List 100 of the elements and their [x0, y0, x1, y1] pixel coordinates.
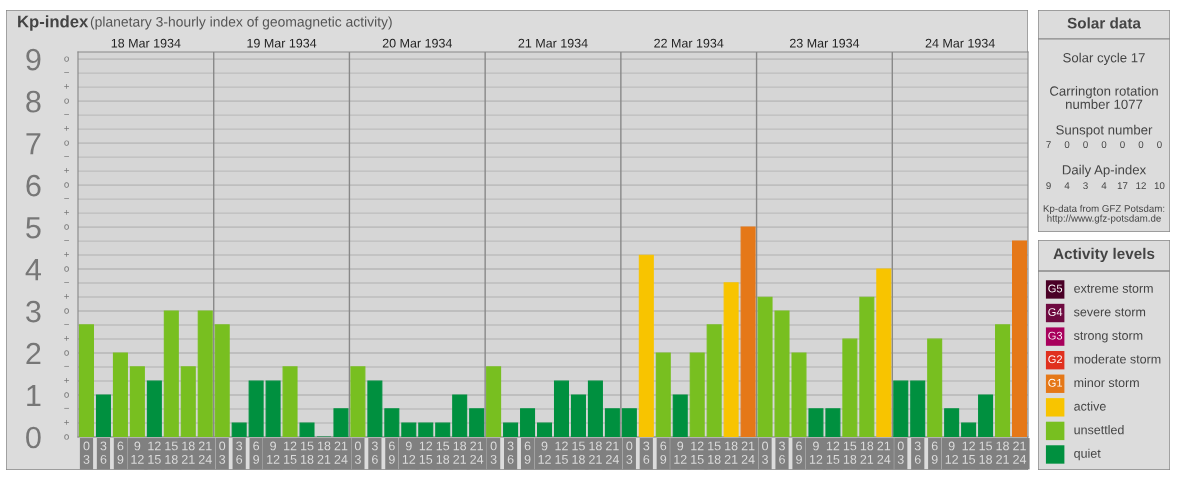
text: G4 [1048, 308, 1063, 317]
text: + [64, 335, 69, 341]
x-tick-label: 6 9 [931, 441, 938, 464]
text: 19 Mar 1934 [247, 38, 317, 48]
y-tick-label: 8 [26, 90, 41, 113]
x-tick-label: 18 21 [317, 441, 331, 464]
x-tick-label: 3 6 [914, 441, 921, 464]
x-tick-label: 3 6 [779, 441, 785, 464]
x-tick-label: 3 6 [100, 441, 107, 464]
text: − [64, 323, 69, 325]
x-tick-label: 21 24 [606, 441, 619, 464]
text: Sunspot number [1056, 124, 1153, 138]
x-tick-label: 6 9 [388, 441, 395, 464]
x-tick-label: 15 18 [979, 441, 993, 464]
x-tick-label: 12 15 [826, 441, 840, 464]
y-tick-label: 3 [26, 300, 41, 323]
text: o [64, 98, 69, 104]
x-tick-label: 0 3 [626, 441, 633, 464]
x-tick-label: 6 9 [796, 441, 802, 464]
y-tick-label: 5 [26, 217, 41, 239]
text: + [64, 209, 69, 215]
text: − [64, 407, 69, 409]
y-tick-label: 4 [25, 259, 41, 281]
x-tick-label: 9 12 [402, 441, 416, 464]
x-tick-label: 3 6 [643, 441, 650, 464]
text: o [64, 308, 69, 314]
x-tick-label: 12 15 [419, 441, 433, 464]
text: o [64, 266, 69, 272]
text: Daily Ap-index [1062, 164, 1147, 178]
text: G5 [1048, 284, 1063, 293]
legend-label: minor storm [1074, 377, 1139, 388]
text: + [64, 126, 69, 131]
x-tick-label: 0 3 [354, 441, 361, 464]
text: 21 Mar 1934 [518, 38, 588, 48]
text: + [64, 293, 69, 299]
text: − [64, 281, 69, 283]
text: 9 4 3 4 17 12 10 [1046, 182, 1165, 190]
x-tick-label: 18 21 [724, 441, 738, 464]
x-tick-label: 9 12 [945, 441, 958, 464]
text: + [64, 419, 69, 425]
text: o [64, 434, 69, 440]
x-tick-label: 12 15 [555, 441, 568, 464]
x-tick-label: 6 9 [117, 441, 124, 464]
text: + [64, 168, 69, 173]
text: 24 Mar 1934 [925, 38, 995, 48]
text: − [64, 114, 69, 115]
legend-label: unsettled [1074, 425, 1124, 435]
text: G3 [1048, 331, 1063, 340]
x-tick-label: 15 18 [301, 441, 314, 464]
chart-subtitle: (planetary 3-hourly index of geomagnetic activity) [90, 16, 392, 30]
x-tick-label: 15 18 [572, 441, 585, 464]
chart-title: Kp-index [18, 15, 89, 31]
text: − [64, 198, 69, 199]
text: + [64, 84, 69, 89]
text: o [64, 392, 69, 398]
x-tick-label: 12 15 [962, 441, 976, 464]
x-tick-label: 21 24 [470, 441, 484, 464]
legend-label: active [1074, 401, 1106, 411]
x-tick-label: 15 18 [708, 441, 721, 464]
text: o [64, 56, 69, 62]
x-tick-label: 12 15 [691, 441, 704, 464]
y-tick-label: 0 [26, 426, 41, 449]
legend-label: strong storm [1073, 331, 1143, 343]
x-tick-label: 3 6 [236, 441, 243, 464]
text: Kp-data from GFZ Potsdam: http://www.gfz-potsdam.de [1043, 204, 1165, 224]
x-tick-label: 21 24 [741, 441, 755, 464]
y-tick-label: 6 [26, 174, 41, 197]
text: o [64, 350, 69, 356]
text: 7 0 0 0 0 0 0 [1046, 141, 1162, 149]
x-tick-label: 15 18 [436, 441, 450, 464]
x-tick-label: 21 24 [334, 441, 348, 464]
text: − [64, 365, 69, 367]
x-tick-label: 9 12 [809, 441, 823, 464]
text: − [64, 240, 69, 241]
text: Solar cycle 17 [1063, 52, 1145, 65]
text: G2 [1048, 355, 1063, 364]
text: Solar data [1067, 17, 1142, 29]
x-tick-label: 6 9 [660, 441, 667, 464]
x-tick-label: 12 15 [148, 441, 161, 464]
text: − [64, 72, 69, 73]
legend-label: extreme storm [1074, 284, 1153, 293]
legend-label: moderate storm [1074, 354, 1161, 364]
y-tick-label: 1 [27, 385, 41, 407]
x-tick-label: 18 21 [453, 441, 467, 464]
x-tick-label: 3 6 [507, 441, 514, 464]
x-tick-label: 6 9 [253, 441, 260, 464]
text: o [64, 140, 69, 146]
text: o [64, 182, 69, 188]
x-tick-label: 21 24 [1013, 441, 1027, 464]
x-tick-label: 9 12 [131, 441, 144, 464]
text: 22 Mar 1934 [654, 38, 724, 48]
x-tick-label: 0 3 [490, 441, 497, 464]
legend-label: quiet [1074, 448, 1101, 461]
x-tick-label: 0 3 [219, 441, 226, 464]
x-tick-label: 12 15 [284, 441, 297, 464]
y-tick-label: 7 [26, 133, 41, 155]
text: Carrington rotation number 1077 [1050, 86, 1158, 109]
text: 23 Mar 1934 [789, 38, 860, 48]
x-tick-label: 9 12 [674, 441, 687, 464]
x-tick-label: 3 6 [371, 441, 378, 464]
